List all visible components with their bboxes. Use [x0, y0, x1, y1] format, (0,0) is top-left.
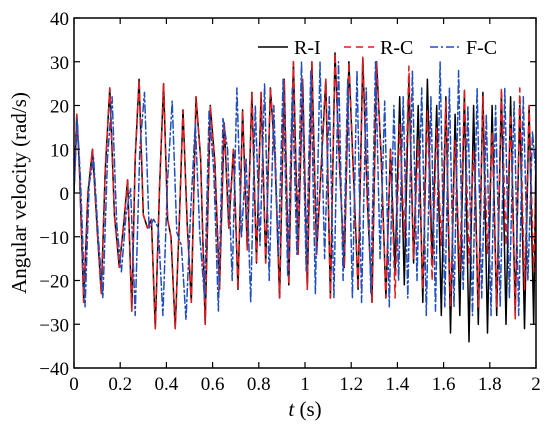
x-axis-label: t (s) — [288, 397, 321, 421]
legend-label-r-i: R-I — [294, 37, 321, 59]
series-layer — [74, 52, 536, 343]
x-tick-label: 0.6 — [201, 374, 225, 395]
y-tick-label: 30 — [50, 53, 69, 74]
series-r-c-line — [74, 52, 536, 330]
legend-label-f-c: F-C — [466, 37, 497, 59]
x-tick-label: 1.4 — [386, 374, 410, 395]
y-tick-label: 40 — [50, 9, 69, 30]
legend: R-I R-C F-C — [258, 37, 497, 59]
tick-labels: 0 0.2 0.4 0.6 0.8 1 1.2 1.4 1.6 1.8 2 −40 −30 −20 −10 0… — [39, 9, 540, 395]
x-axis-unit: (s) — [294, 397, 321, 421]
y-tick-label: −30 — [39, 315, 69, 336]
x-tick-label: 0.2 — [108, 374, 132, 395]
y-axis-label: Angular velocity (rad/s) — [7, 92, 31, 294]
x-tick-label: 2 — [531, 374, 541, 395]
y-tick-label: −40 — [39, 359, 69, 380]
x-tick-label: 1.2 — [339, 374, 363, 395]
y-tick-label: 0 — [60, 184, 70, 205]
x-tick-label: 0.8 — [247, 374, 271, 395]
series-f-c-line — [74, 61, 536, 321]
x-tick-label: 0.4 — [155, 374, 179, 395]
y-tick-label: 10 — [50, 140, 69, 161]
y-tick-label: −10 — [39, 228, 69, 249]
x-tick-label: 0 — [69, 374, 79, 395]
x-tick-label: 1 — [300, 374, 310, 395]
x-axis-variable: t — [288, 397, 295, 421]
x-tick-label: 1.8 — [478, 374, 502, 395]
legend-label-r-c: R-C — [380, 37, 413, 59]
y-tick-label: −20 — [39, 272, 69, 293]
x-tick-label: 1.6 — [432, 374, 456, 395]
axis-ticks — [73, 17, 537, 369]
y-tick-label: 20 — [50, 97, 69, 118]
